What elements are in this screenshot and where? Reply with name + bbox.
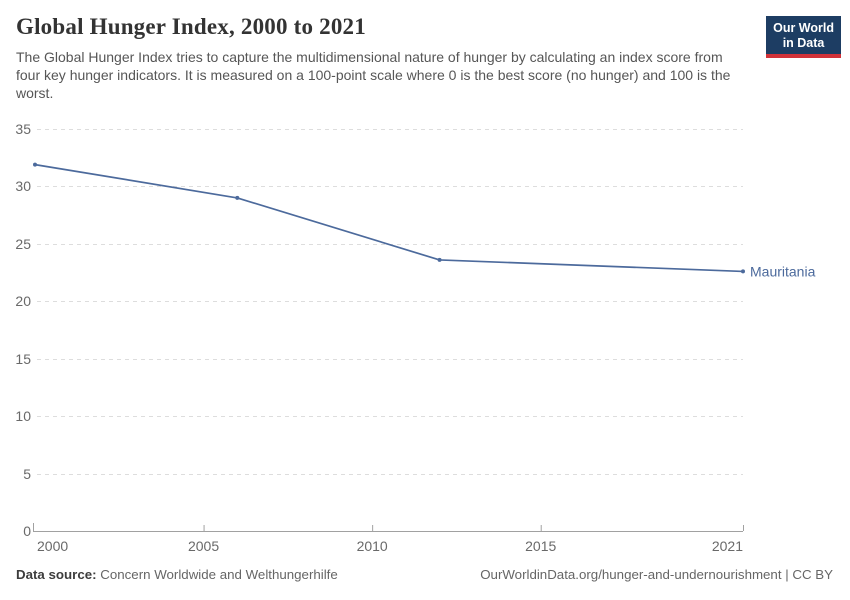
y-tick-label: 5 [23, 466, 31, 482]
y-tick-label: 25 [15, 236, 31, 252]
data-point-marker[interactable] [437, 257, 442, 262]
y-tick-label: 30 [15, 178, 31, 194]
data-source-value: Concern Worldwide and Welthungerhilfe [100, 567, 338, 582]
chart-footer: Data source: Concern Worldwide and Welth… [16, 567, 833, 582]
data-point-marker[interactable] [33, 162, 37, 167]
attribution: OurWorldinData.org/hunger-and-undernouri… [480, 567, 833, 582]
chart-subtitle: The Global Hunger Index tries to capture… [16, 49, 731, 102]
data-point-marker[interactable] [235, 195, 240, 200]
x-tick-label: 2021 [712, 538, 743, 554]
y-tick-label: 15 [15, 351, 31, 367]
owid-logo-line1: Our World [773, 21, 834, 35]
mauritania-line[interactable] [34, 163, 744, 273]
data-point-marker[interactable] [741, 269, 745, 274]
owid-logo-line2: in Data [782, 35, 825, 50]
x-tick-label: 2010 [357, 538, 388, 554]
data-source-label: Data source: [16, 567, 97, 582]
chart-header: Global Hunger Index, 2000 to 2021 The Gl… [16, 14, 755, 103]
x-tick-label: 2000 [37, 538, 68, 554]
data-source: Data source: Concern Worldwide and Welth… [16, 567, 338, 582]
y-tick-label: 10 [15, 408, 31, 424]
series-label-mauritania[interactable]: Mauritania [750, 263, 816, 279]
x-tick-label: 2015 [525, 538, 556, 554]
chart-title: Global Hunger Index, 2000 to 2021 [16, 14, 366, 39]
owid-logo[interactable]: Our World in Data [766, 16, 841, 58]
x-tick-label: 2005 [188, 538, 219, 554]
y-tick-label: 20 [15, 293, 31, 309]
y-tick-label: 35 [15, 121, 31, 137]
y-tick-label: 0 [23, 523, 31, 539]
